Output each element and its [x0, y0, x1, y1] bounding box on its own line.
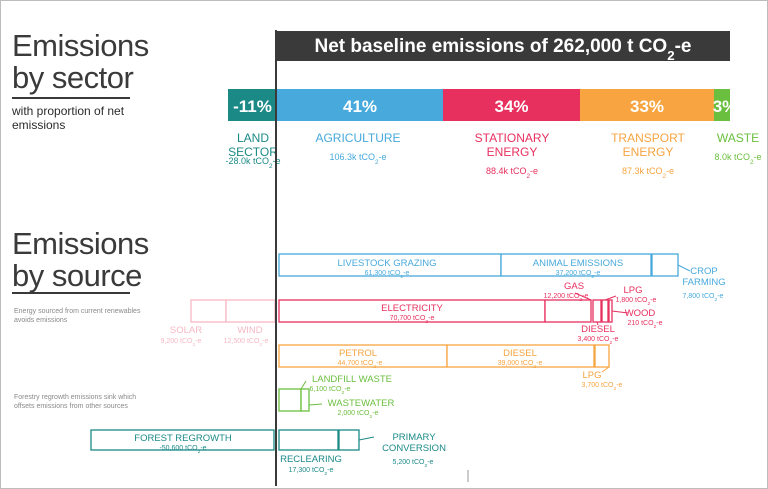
source-diesel-11-value: 39,000 tCO2-e	[498, 360, 543, 370]
source-solar-8-label: SOLAR	[170, 325, 202, 336]
source-electricity-3-value: 70,700 tCO2-e	[390, 315, 435, 325]
source-petrol-10-label: PETROL	[339, 348, 377, 359]
source-wastewater-14-box	[300, 388, 310, 412]
source-gas-4-value: 12,200 tCO2-e	[544, 293, 589, 303]
source-reclearing-16-box	[278, 429, 339, 451]
sector-pct-agriculture: 41%	[343, 97, 377, 116]
source-wood-7-value: 210 tCO2-e	[627, 320, 662, 330]
source-gas-4-box	[544, 299, 592, 323]
sector-bar-land	[228, 89, 277, 121]
sector-bar-waste	[714, 89, 730, 121]
source-crop-farming-2-label-line2: FARMING	[682, 277, 725, 288]
source-primary-conversion-17-label-line2: CONVERSION	[382, 443, 446, 454]
source-forest-regrowth-15-box	[90, 429, 275, 451]
leader-line-2	[604, 295, 617, 301]
sector-pct-stationary: 34%	[494, 97, 528, 116]
leader-line-4	[596, 321, 599, 326]
sector-heading-line2: by sector	[12, 60, 134, 95]
source-wind-9-value: 12,500 tCO2-e	[224, 338, 269, 348]
source-primary-conversion-17-box	[338, 429, 360, 451]
source-lpg-6-box	[601, 299, 609, 323]
source-solar-8-box	[190, 299, 227, 323]
source-lpg-6-value: 1,800 tCO2-e	[616, 297, 657, 307]
sector-label-stationary-line2: ENERGY	[487, 145, 538, 159]
sector-value-transport: 87.3k tCO2-e	[622, 166, 674, 180]
source-lpg-6-label: LPG	[623, 285, 642, 296]
source-landfill-waste-13-label: LANDFILL WASTE	[312, 374, 392, 385]
leader-line-6	[300, 380, 307, 390]
source-electricity-3-label: ELECTRICITY	[381, 303, 443, 314]
source-wastewater-14-label: WASTEWATER	[328, 398, 395, 409]
sector-bar-transport	[580, 89, 714, 121]
source-landfill-waste-13-value: 6,100 tCO2-e	[310, 386, 351, 396]
source-heading-line2: by source	[12, 258, 142, 293]
sector-label-land-line2: SECTOR	[228, 145, 278, 159]
source-animal-emissions-1-value: 37,200 tCO2-e	[556, 270, 601, 280]
sector-subtitle: with proportion of net emissions	[12, 104, 125, 132]
source-diesel-11-box	[446, 344, 595, 368]
sector-value-land: -28.0k tCO2-e	[225, 156, 280, 170]
source-animal-emissions-1-box	[500, 253, 652, 277]
sector-pct-transport: 33%	[630, 97, 664, 116]
sector-bar-agriculture	[277, 89, 443, 121]
source-wind-9-label: WIND	[237, 325, 262, 336]
source-livestock-grazing-0-value: 61,300 tCO2-e	[365, 270, 410, 280]
leader-line-1	[574, 292, 592, 301]
sector-bar-stationary	[443, 89, 580, 121]
sector-value-stationary: 88.4k tCO2-e	[486, 166, 538, 180]
title-banner	[277, 31, 730, 61]
sector-heading-rule	[12, 97, 130, 99]
forestry-note: Forestry regrowth emissions sink which o…	[14, 394, 137, 410]
sector-value-waste: 8.0k tCO2-e	[714, 152, 761, 166]
sector-pct-waste: 3%	[713, 97, 738, 116]
source-diesel-5-label: DIESEL	[581, 324, 615, 335]
leader-line-8	[358, 436, 375, 441]
source-reclearing-16-label: RECLEARING	[280, 454, 342, 465]
source-crop-farming-2-box	[651, 253, 679, 277]
source-primary-conversion-17-label-line1: PRIMARY	[392, 432, 436, 443]
source-diesel-5-value: 3,400 tCO2-e	[578, 336, 619, 346]
sector-label-transport-line2: ENERGY	[623, 145, 674, 159]
source-diesel-5-box	[592, 299, 602, 323]
source-solar-8-value: 9,200 tCO2-e	[161, 338, 202, 348]
sector-label-transport-line1: TRANSPORT	[611, 131, 685, 145]
sector-heading-line1: Emissions	[12, 28, 149, 63]
source-lpg-12-box	[594, 344, 610, 368]
energy-note: Energy sourced from current renewables a…	[14, 308, 141, 324]
chart-title: Net baseline emissions of 262,000 t CO2-…	[314, 36, 691, 63]
source-gas-4-label: GAS	[564, 281, 584, 292]
leader-line-5	[601, 366, 610, 373]
source-forest-regrowth-15-value: -50,600 tCO2-e	[159, 445, 206, 455]
source-lpg-12-value: 3,700 tCO2-e	[582, 382, 623, 392]
source-livestock-grazing-0-label: LIVESTOCK GRAZING	[337, 258, 436, 269]
sector-pct-land: -11%	[233, 97, 272, 116]
sector-value-agriculture: 106.3k tCO2-e	[329, 152, 386, 166]
source-forest-regrowth-15-label: FOREST REGROWTH	[134, 433, 232, 444]
sector-label-land-line1: LAND	[237, 131, 269, 145]
source-wood-7-box	[608, 299, 613, 323]
source-crop-farming-2-label-line1: CROP	[690, 266, 717, 277]
source-primary-conversion-17-value: 5,200 tCO2-e	[393, 459, 434, 469]
source-wind-9-box	[225, 299, 276, 323]
source-wastewater-14-value: 2,000 tCO2-e	[338, 410, 379, 420]
leader-line-0	[677, 264, 691, 272]
leader-line-3	[611, 310, 629, 314]
source-crop-farming-2-value: 7,800 tCO2-e	[683, 293, 724, 303]
source-wood-7-label: WOOD	[625, 308, 656, 319]
sector-label-agriculture: AGRICULTURE	[315, 131, 400, 145]
sector-label-stationary-line1: STATIONARY	[475, 131, 550, 145]
source-petrol-10-value: 44,700 tCO2-e	[338, 360, 383, 370]
source-lpg-12-label: LPG	[582, 370, 601, 381]
source-diesel-11-label: DIESEL	[503, 348, 537, 359]
source-reclearing-16-value: 17,300 tCO2-e	[289, 467, 334, 477]
leader-line-7	[308, 403, 323, 406]
source-landfill-waste-13-box	[278, 388, 302, 412]
source-heading-rule	[12, 292, 130, 294]
sector-label-waste: WASTE	[717, 131, 759, 145]
source-heading-line1: Emissions	[12, 226, 149, 261]
source-animal-emissions-1-label: ANIMAL EMISSIONS	[533, 258, 623, 269]
